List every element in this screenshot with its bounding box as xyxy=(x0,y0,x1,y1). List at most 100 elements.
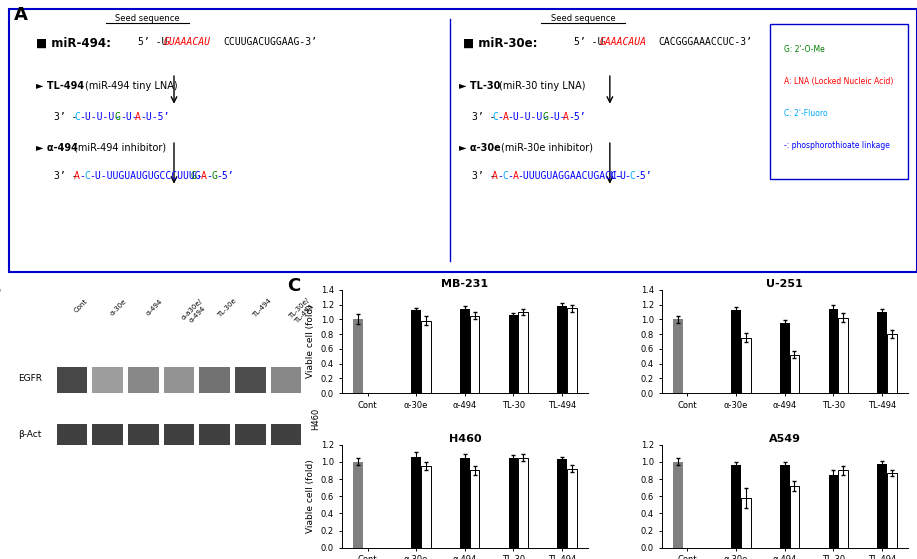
Bar xyxy=(829,309,838,393)
Text: -U-U-U-: -U-U-U- xyxy=(79,112,120,122)
Text: (miR-30 tiny LNA): (miR-30 tiny LNA) xyxy=(499,81,585,91)
Bar xyxy=(731,465,741,548)
Text: G: G xyxy=(115,112,121,122)
Text: A: A xyxy=(135,112,141,122)
FancyBboxPatch shape xyxy=(93,424,123,444)
Text: 3’ -: 3’ - xyxy=(54,112,77,122)
FancyBboxPatch shape xyxy=(93,367,123,393)
Bar xyxy=(779,323,790,393)
Text: ► TL-494: ► TL-494 xyxy=(36,81,84,91)
FancyBboxPatch shape xyxy=(770,24,908,179)
Text: -U-5’: -U-5’ xyxy=(140,112,170,122)
Bar xyxy=(460,457,470,548)
Text: -: - xyxy=(196,171,202,181)
FancyBboxPatch shape xyxy=(235,424,266,444)
FancyBboxPatch shape xyxy=(163,367,194,393)
Text: C: C xyxy=(492,112,498,122)
FancyBboxPatch shape xyxy=(199,367,230,393)
Bar xyxy=(790,355,800,393)
Bar xyxy=(887,334,897,393)
Text: 5’ -U: 5’ -U xyxy=(138,37,168,47)
Text: ■ miR-30e:: ■ miR-30e: xyxy=(463,37,537,50)
Text: A: A xyxy=(563,112,569,122)
Bar xyxy=(878,465,887,548)
Text: G: G xyxy=(211,171,217,181)
Text: EGFR: EGFR xyxy=(18,375,42,383)
Text: TL-30e/
TL-494: TL-30e/ TL-494 xyxy=(288,297,315,325)
Text: -: - xyxy=(614,171,620,181)
Text: α-a30e/
α-494: α-a30e/ α-494 xyxy=(181,297,209,326)
Text: C: C xyxy=(629,171,635,181)
Bar xyxy=(421,466,431,548)
FancyBboxPatch shape xyxy=(163,424,194,444)
Text: -UUUGUAGGAACUGACC-: -UUUGUAGGAACUGACC- xyxy=(517,171,624,181)
FancyBboxPatch shape xyxy=(57,424,87,444)
Title: A549: A549 xyxy=(768,434,801,444)
Bar xyxy=(558,306,567,393)
Text: α-494: α-494 xyxy=(145,297,163,316)
Bar xyxy=(829,475,838,548)
Text: -U-: -U- xyxy=(120,112,138,122)
Bar xyxy=(558,459,567,548)
Bar xyxy=(421,321,431,393)
Text: 3’ -: 3’ - xyxy=(54,171,77,181)
Text: (miR-494 inhibitor): (miR-494 inhibitor) xyxy=(74,143,167,153)
Bar xyxy=(887,473,897,548)
Bar xyxy=(412,310,421,393)
Text: A: A xyxy=(492,171,498,181)
Bar xyxy=(838,471,848,548)
Text: -: - xyxy=(624,171,630,181)
Text: ■ miR-494:: ■ miR-494: xyxy=(36,37,111,50)
Title: U-251: U-251 xyxy=(767,279,803,289)
Text: (miR-494 tiny LNA): (miR-494 tiny LNA) xyxy=(85,81,178,91)
Text: A: A xyxy=(201,171,207,181)
Bar xyxy=(779,465,790,548)
Bar xyxy=(838,318,848,393)
FancyBboxPatch shape xyxy=(235,367,266,393)
Text: -U-U-U-: -U-U-U- xyxy=(507,112,548,122)
Bar xyxy=(353,462,363,548)
Text: Cont: Cont xyxy=(73,297,89,313)
Text: A: A xyxy=(503,112,508,122)
Text: G: G xyxy=(543,112,549,122)
Bar xyxy=(673,462,682,548)
Text: -: - xyxy=(497,112,503,122)
Bar xyxy=(412,457,421,548)
Bar xyxy=(470,471,480,548)
Text: -5’: -5’ xyxy=(569,112,586,122)
Text: G: G xyxy=(191,171,196,181)
Bar xyxy=(790,486,800,548)
Bar xyxy=(470,316,480,393)
Text: ► α-494: ► α-494 xyxy=(36,143,78,153)
Text: C: C xyxy=(288,277,301,296)
Text: TL-494: TL-494 xyxy=(252,297,273,319)
Bar xyxy=(878,312,887,393)
Text: A: A xyxy=(513,171,518,181)
Bar xyxy=(741,338,751,393)
Text: -: - xyxy=(507,171,514,181)
Text: ► α-30e: ► α-30e xyxy=(458,143,501,153)
Text: -5’: -5’ xyxy=(216,171,234,181)
Bar xyxy=(518,312,528,393)
Text: G: 2ʹ-O-Me: G: 2ʹ-O-Me xyxy=(784,45,825,54)
Text: TL-30e: TL-30e xyxy=(216,297,238,319)
Text: U: U xyxy=(609,171,614,181)
Text: -U-UUGUAUGUGCCCUUUG-: -U-UUGUAUGUGCCCUUUG- xyxy=(90,171,207,181)
Text: GUAAACAU: GUAAACAU xyxy=(163,37,210,47)
Text: 5’ -U: 5’ -U xyxy=(574,37,603,47)
Text: U: U xyxy=(619,171,624,181)
Bar xyxy=(567,468,577,548)
Text: CCUUGACUGGAAG-3’: CCUUGACUGGAAG-3’ xyxy=(223,37,317,47)
Text: -: - xyxy=(79,171,85,181)
Bar xyxy=(673,319,682,393)
Text: A: A xyxy=(74,171,80,181)
Text: -5’: -5’ xyxy=(635,171,652,181)
Text: A: A xyxy=(14,6,28,24)
Text: α-30e: α-30e xyxy=(109,297,127,316)
Bar xyxy=(731,310,741,393)
FancyBboxPatch shape xyxy=(128,424,159,444)
FancyBboxPatch shape xyxy=(128,367,159,393)
Bar xyxy=(509,315,518,393)
Bar xyxy=(567,308,577,393)
Text: ► TL-30: ► TL-30 xyxy=(458,81,500,91)
